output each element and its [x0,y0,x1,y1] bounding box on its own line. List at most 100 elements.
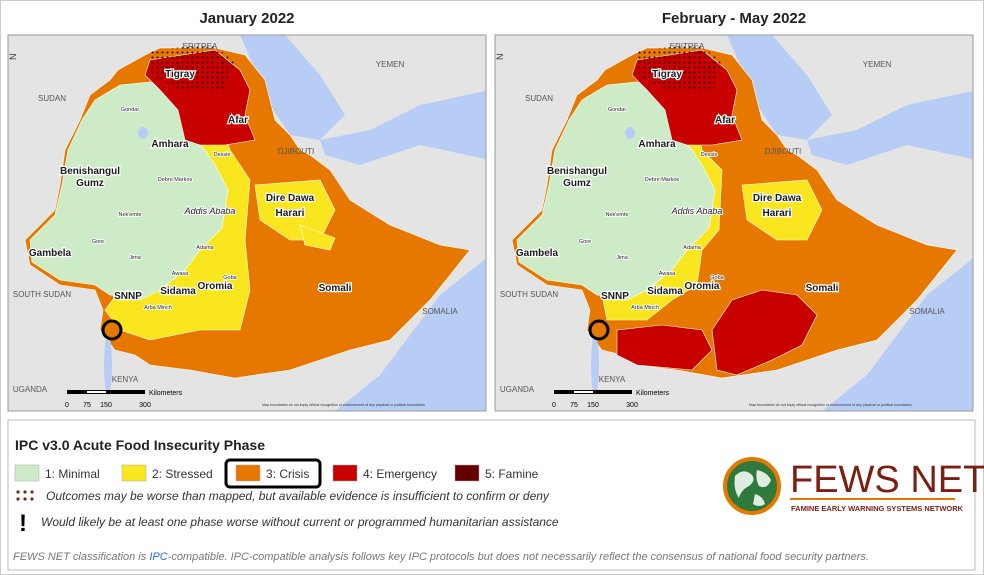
map-label: Nek'emte [118,212,141,218]
logo-name: FEWS NET [790,459,984,501]
map-label: UGANDA [500,385,535,394]
map-label: ERITREA [183,42,218,51]
footer-text: FEWS NET classification is [13,551,149,563]
red-sea [240,35,345,140]
legend-swatch [235,464,261,482]
map-label: Addis Ababa [184,206,236,216]
legend-label: 1: Minimal [45,467,100,481]
map: ERITREA YEMEN SUDAN Tigray Afar Amhara Gondar D… [495,35,973,411]
map-label: ERITREA [670,42,705,51]
map-frame [7,34,487,412]
footer-text: -compatible. IPC-compatible analysis fol… [168,551,869,563]
gulf-of-aden [320,90,486,165]
legend-swatch [14,464,40,482]
map-label: Dessie [214,152,231,158]
map-label: SNNP [601,291,629,302]
legend-label: 3: Crisis [266,467,309,481]
legend-note: Would likely be at least one phase worse… [41,515,559,529]
logo-tagline: FAMINE EARLY WARNING SYSTEMS NETWORK [791,504,964,513]
legend: 1: Minimal 2: Stressed 3: Crisis 4: Emergen… [14,464,539,482]
map-label: Afar [228,115,248,126]
legend-label: 5: Famine [485,467,539,481]
highlight-box [224,458,322,489]
location-marker [101,319,123,341]
lake [591,335,599,395]
map-panel: ERITREA YEMEN SUDAN Tigray Afar Amhara Gondar D… [495,35,973,411]
legend-title: IPC v3.0 Acute Food Insecurity Phase [15,437,265,453]
footer: FEWS NET classification is IPC-compatibl… [13,551,869,563]
lake [138,127,148,139]
scale-tick: 75 [83,402,91,409]
map-label: Gumz [563,178,591,189]
legend-label: 4: Emergency [363,467,437,481]
map-panel: ERITREA YEMEN SUDAN Tigray Afar Amhara Gondar D… [8,35,486,411]
map-label: Adama [683,245,701,251]
lake [104,335,112,395]
map-label: Oromia [684,281,719,292]
famine-risk-area [150,45,235,90]
ipc-link[interactable]: IPC [149,551,167,563]
map-title: January 2022 [199,10,294,27]
map-label: Awasa [172,271,189,277]
legend-label: 2: Stressed [152,467,213,481]
map-label: Gambela [29,248,72,259]
logo: FEWS NET FAMINE EARLY WARNING SYSTEMS NE… [723,457,984,515]
map-label: KENYA [112,375,139,384]
indian-ocean [822,258,973,411]
map-label: SOUTH SUDAN [500,290,558,299]
map-label: Amhara [638,139,676,150]
map-label: SUDAN [38,94,66,103]
map-label: Debre Markos [645,177,680,183]
map-label: Gumz [76,178,104,189]
map-label: Addis Ababa [671,206,723,216]
ipc-region [299,224,336,251]
map-label: Sidama [160,286,196,297]
map-label: Adama [196,245,214,251]
north-arrow: N [495,54,505,61]
gulf-of-aden [807,90,973,165]
location-marker [588,319,610,341]
map-label: SUDAN [525,94,553,103]
map-label: Afar [715,115,735,126]
scale-tick: 300 [626,402,638,409]
map-label: UGANDA [13,385,48,394]
map-label: SOMALIA [422,307,458,316]
map-label: Gambela [516,248,559,259]
legend-box [7,419,976,571]
map-label: YEMEN [863,60,892,69]
scale-tick: 0 [65,402,69,409]
map-label: Somali [806,283,839,294]
map: ERITREA YEMEN SUDAN Tigray Afar Amhara Gondar D… [8,35,486,411]
scale-tick: 150 [587,402,599,409]
dots-icon [16,490,34,501]
map-label: Dessie [701,152,718,158]
lake [625,127,635,139]
map-label: Jima [616,255,629,261]
map-label: SNNP [114,291,142,302]
ipc-region [711,289,818,376]
map-label: Oromia [197,281,232,292]
map-label: Goba [223,275,237,281]
map-label: Jima [129,255,142,261]
north-arrow: N [8,54,18,61]
scale-bar [87,391,106,393]
map-label: YEMEN [376,60,405,69]
map-label: Debre Markos [158,177,193,183]
map-label: Sidama [647,286,683,297]
map-label: Awasa [659,271,676,277]
map-label: Arba Minch [631,305,659,311]
exclamation-icon: ! [19,510,27,537]
map-label: SOMALIA [909,307,945,316]
maps: January 2022 ERITREA YEMEN SUDAN Tigray Afar A… [7,10,974,412]
map-frame [494,34,974,412]
scale-bar [574,391,593,393]
map-label: Harari [763,208,792,219]
map-label: SOUTH SUDAN [13,290,71,299]
map-label: Gore [92,239,104,245]
famine-risk-area [637,45,722,90]
indian-ocean [335,258,486,411]
ipc-region [741,179,823,241]
map-label: Benishangul [547,166,607,177]
logo-globe [723,457,781,515]
